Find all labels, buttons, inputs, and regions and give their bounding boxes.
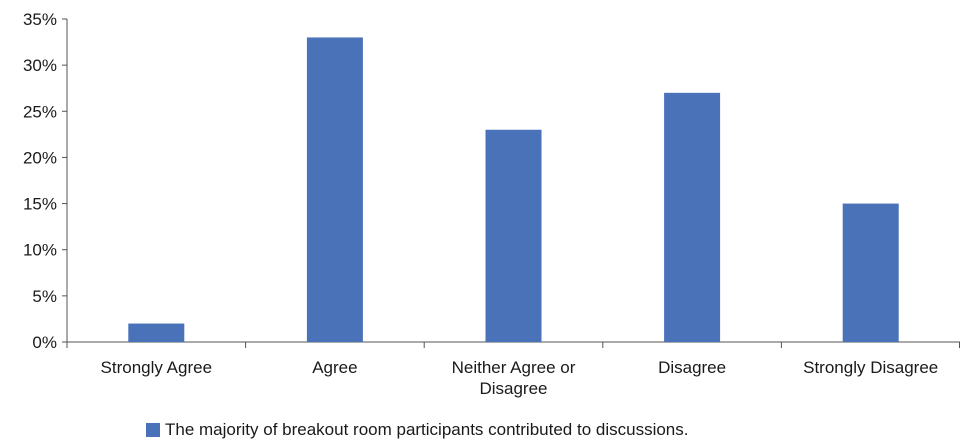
bar bbox=[842, 203, 899, 342]
bar bbox=[485, 129, 542, 342]
bar bbox=[306, 37, 363, 342]
y-tick-label: 20% bbox=[23, 148, 57, 167]
bar bbox=[664, 92, 721, 342]
y-tick-label: 5% bbox=[32, 287, 57, 306]
bar-chart: 0% 5% 10% 15% 20% 25% 30% 35% Strongly Agree Agre… bbox=[23, 10, 960, 398]
x-tick-label: Strongly Disagree bbox=[803, 358, 938, 377]
x-tick-label: Disagree bbox=[658, 358, 726, 377]
x-tick-label: Agree bbox=[312, 358, 357, 377]
legend-swatch bbox=[146, 423, 160, 437]
y-tick-label: 25% bbox=[23, 102, 57, 121]
legend: The majority of breakout room participan… bbox=[146, 420, 688, 440]
x-tick-label: Strongly Agree bbox=[101, 358, 213, 377]
legend-label: The majority of breakout room participan… bbox=[165, 420, 689, 439]
bar bbox=[128, 323, 185, 342]
y-tick-label: 15% bbox=[23, 195, 57, 214]
y-tick-label: 10% bbox=[23, 241, 57, 260]
y-tick-label: 35% bbox=[23, 10, 57, 29]
x-tick-label: Neither Agree or Disagree bbox=[452, 358, 576, 398]
y-tick-label: 0% bbox=[32, 333, 57, 352]
y-tick-label: 30% bbox=[23, 56, 57, 75]
